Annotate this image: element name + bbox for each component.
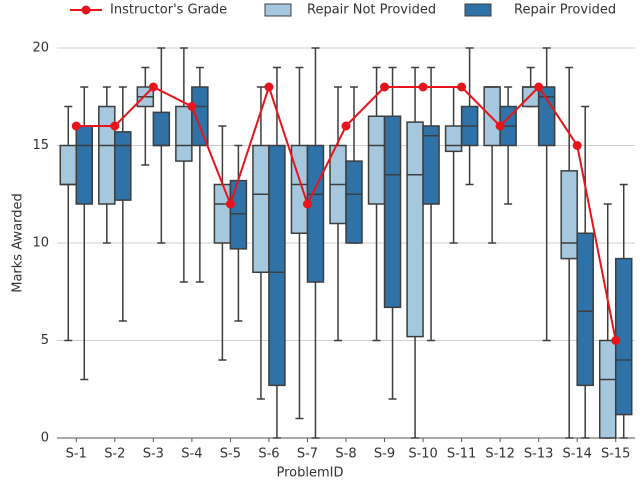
x-tick-label: S-12 <box>485 447 515 462</box>
grade-point <box>187 102 197 111</box>
box <box>252 144 270 273</box>
box <box>406 121 424 338</box>
box <box>229 179 248 250</box>
x-tick-label: S-5 <box>220 447 241 462</box>
legend-swatch <box>464 3 492 17</box>
box <box>537 86 556 147</box>
box <box>598 339 617 439</box>
grade-point <box>418 82 428 92</box>
grade-point <box>148 82 158 92</box>
box <box>422 125 440 205</box>
y-tick-label: 0 <box>41 431 49 446</box>
legend-swatch <box>264 3 292 17</box>
box <box>213 183 232 244</box>
legend-label: Instructor's Grade <box>110 3 227 18</box>
box <box>59 144 78 186</box>
grade-point <box>457 82 467 92</box>
grade-point <box>264 82 274 92</box>
x-tick-label: S-7 <box>297 447 318 462</box>
legend-label: Repair Provided <box>514 3 616 18</box>
x-tick-label: S-8 <box>335 447 356 462</box>
grade-point <box>534 82 544 92</box>
grade-point <box>110 121 120 131</box>
box <box>345 160 363 244</box>
x-tick-label: S-14 <box>562 447 592 462</box>
legend-point <box>81 5 91 15</box>
grade-point <box>611 336 621 345</box>
x-tick-label: S-11 <box>447 447 477 462</box>
grade-point <box>495 121 505 131</box>
x-tick-label: S-10 <box>408 447 438 462</box>
x-tick-label: S-3 <box>143 447 164 462</box>
box <box>268 144 286 387</box>
grade-point <box>225 199 235 209</box>
box <box>114 131 132 201</box>
box <box>383 115 402 309</box>
grade-point <box>572 141 582 150</box>
grade-point <box>71 121 81 131</box>
box <box>367 115 386 205</box>
grade-point <box>302 199 312 209</box>
box <box>152 111 171 147</box>
legend-label: Repair Not Provided <box>307 3 436 18</box>
box <box>306 144 325 283</box>
box <box>290 144 309 234</box>
x-tick-label: S-15 <box>601 447 631 462</box>
box <box>444 125 463 153</box>
x-axis-label: ProblemID <box>277 466 344 481</box>
x-tick-label: S-4 <box>181 447 202 462</box>
y-tick-label: 20 <box>32 41 49 56</box>
box <box>98 105 116 205</box>
box <box>75 125 94 205</box>
box <box>191 86 209 147</box>
grade-point <box>380 82 390 92</box>
x-tick-label: S-1 <box>66 447 87 462</box>
y-tick-label: 15 <box>32 138 49 153</box>
x-tick-label: S-13 <box>524 447 554 462</box>
box <box>483 86 501 147</box>
box <box>560 170 578 260</box>
x-tick-label: S-2 <box>104 447 125 462</box>
y-axis-label: Marks Awarded <box>11 193 26 293</box>
y-tick-label: 5 <box>41 333 49 348</box>
box <box>614 257 633 416</box>
x-tick-label: S-6 <box>258 447 279 462</box>
grade-point <box>341 121 351 131</box>
y-tick-label: 10 <box>32 236 49 251</box>
box <box>175 105 193 162</box>
box <box>576 232 594 387</box>
x-tick-label: S-9 <box>374 447 395 462</box>
